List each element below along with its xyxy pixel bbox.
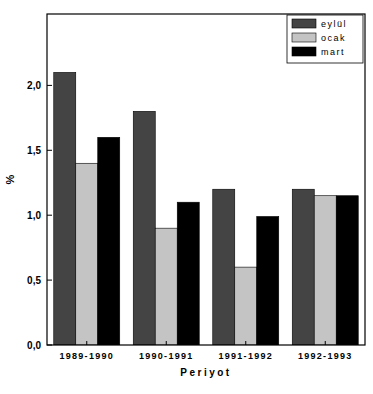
legend: eylül ocak mart bbox=[287, 15, 363, 63]
plot-frame bbox=[47, 14, 365, 345]
legend-box bbox=[287, 15, 363, 63]
x-tick-label: 1991-1992 bbox=[218, 351, 273, 361]
bar bbox=[292, 189, 314, 345]
y-axis-label: % bbox=[4, 174, 16, 184]
y-tick-label: 1,5 bbox=[27, 145, 41, 156]
y-tick bbox=[47, 215, 52, 216]
x-tick-label: 1992-1993 bbox=[298, 351, 353, 361]
y-tick bbox=[47, 150, 52, 151]
bar bbox=[76, 163, 98, 345]
y-tick bbox=[47, 345, 52, 346]
bar bbox=[177, 202, 199, 345]
x-tick bbox=[86, 341, 87, 345]
x-tick bbox=[325, 341, 326, 345]
legend-label: mart bbox=[321, 47, 345, 57]
bar bbox=[235, 267, 257, 345]
bars bbox=[54, 72, 358, 345]
bar bbox=[133, 111, 155, 345]
chart: 0,0 0,5 1,0 1,5 2,0 1989-1990 1990-1991 1991-19… bbox=[0, 0, 373, 394]
y-tick bbox=[47, 280, 52, 281]
legend-swatch bbox=[292, 33, 316, 42]
bar bbox=[98, 137, 120, 345]
x-axis-label: Periyot bbox=[180, 367, 231, 378]
legend-label: eylül bbox=[321, 19, 347, 29]
x-tick-label: 1990-1991 bbox=[139, 351, 194, 361]
bar bbox=[155, 228, 177, 345]
x-tick bbox=[166, 341, 167, 345]
x-tick bbox=[245, 341, 246, 345]
bar bbox=[314, 196, 336, 345]
bar bbox=[54, 72, 76, 345]
legend-label: ocak bbox=[321, 33, 346, 43]
legend-swatch bbox=[292, 47, 316, 56]
chart-root: 0,0 0,5 1,0 1,5 2,0 1989-1990 1990-1991 1991-19… bbox=[0, 0, 373, 394]
y-tick-label: 1,0 bbox=[27, 210, 41, 221]
bar bbox=[257, 216, 279, 345]
y-tick-label: 2,0 bbox=[27, 80, 41, 91]
y-tick bbox=[47, 85, 52, 86]
y-tick-label: 0,0 bbox=[27, 340, 41, 351]
x-tick-label: 1989-1990 bbox=[59, 351, 114, 361]
legend-swatch bbox=[292, 19, 316, 28]
bar bbox=[213, 189, 235, 345]
y-tick-label: 0,5 bbox=[27, 275, 41, 286]
bar bbox=[336, 196, 358, 345]
